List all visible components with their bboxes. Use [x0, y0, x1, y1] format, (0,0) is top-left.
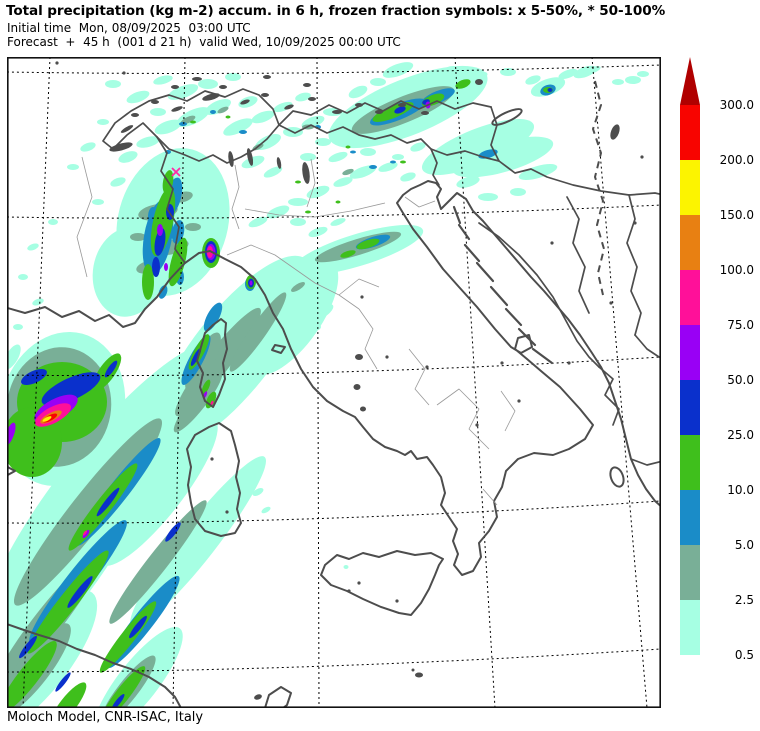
elba-island — [271, 344, 286, 354]
map-frame — [7, 57, 661, 708]
colorbar-tick-label: 5.0 — [734, 538, 754, 552]
lake-balaton — [491, 108, 523, 126]
colorbar-tick-label: 75.0 — [727, 318, 754, 332]
rivers — [591, 80, 606, 296]
country-borders — [102, 88, 660, 466]
colorbar-segment — [680, 325, 700, 380]
page-title: Total precipitation (kg m-2) accum. in 6… — [6, 3, 666, 19]
corfu-island — [609, 466, 625, 488]
map-canvas — [7, 57, 661, 708]
colorbar-segment — [680, 160, 700, 215]
precipitation-layer — [8, 62, 649, 707]
tunisia-coastline — [264, 686, 292, 707]
sardinia-coastline — [186, 422, 242, 537]
model-credit: Moloch Model, CNR-ISAC, Italy — [7, 710, 204, 725]
croatian-islands — [452, 205, 554, 365]
colorbar-segment — [680, 215, 700, 270]
colorbar-tick-label: 100.0 — [719, 263, 754, 277]
colorbar-segment — [680, 105, 700, 160]
lakes — [109, 75, 620, 412]
alpine-terrain-marks — [131, 75, 620, 140]
colorbar-segment — [680, 545, 700, 600]
gridlines — [8, 58, 660, 707]
colorbar-segment — [680, 435, 700, 490]
colorbar: 0.5 2.5 5.0 10.0 25.0 50.0 75.0 100.0 150.0 200.0… — [672, 50, 760, 682]
sicily-coastline — [320, 550, 444, 616]
colorbar-tick-label: 0.5 — [734, 648, 754, 662]
colorbar-overflow-arrow — [680, 57, 700, 105]
colorbar-segment — [680, 380, 700, 435]
colorbar-segment — [680, 490, 700, 545]
spain-coast-stub — [8, 466, 16, 476]
forecast-valid-label: Forecast + 45 h (001 d 21 h) valid Wed, … — [7, 35, 401, 49]
corsica-coastline — [196, 318, 228, 408]
africa-coastline — [8, 623, 182, 707]
frozen-fraction-x-symbol — [171, 167, 181, 177]
region-borders — [76, 156, 516, 506]
init-time-label: Initial time Mon, 08/09/2025 03:00 UTC — [7, 21, 251, 35]
colorbar-tick-label: 150.0 — [719, 208, 754, 222]
colorbar-tick-label: 25.0 — [727, 428, 754, 442]
colorbar-tick-label: 200.0 — [719, 153, 754, 167]
colorbar-tick-label: 2.5 — [734, 593, 754, 607]
colorbar-segment — [680, 270, 700, 325]
frozen-symbols — [171, 167, 181, 177]
colorbar-tick-label: 10.0 — [727, 483, 754, 497]
colorbar-tick-label: 50.0 — [727, 373, 754, 387]
colorbar-tick-label: 300.0 — [719, 98, 754, 112]
city-dots — [55, 61, 644, 603]
colorbar-segment — [680, 600, 700, 655]
small-islands — [254, 668, 423, 700]
danube-river — [591, 80, 606, 296]
